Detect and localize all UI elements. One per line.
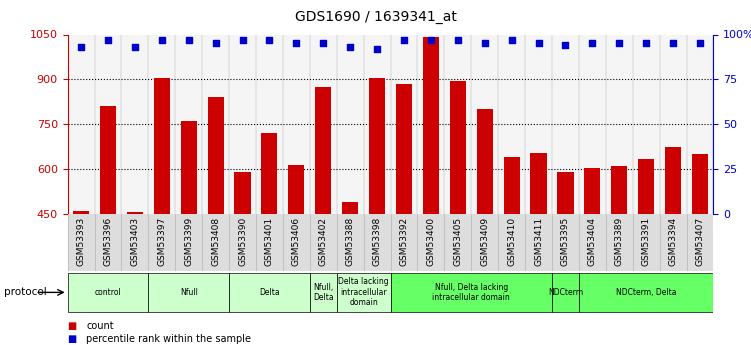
Bar <box>229 273 309 312</box>
Bar <box>552 273 579 312</box>
Text: Delta: Delta <box>259 288 279 297</box>
Point <box>237 37 249 43</box>
Bar <box>503 157 520 345</box>
Text: Nfull: Nfull <box>179 288 198 297</box>
Text: ■: ■ <box>68 321 77 331</box>
Bar <box>336 273 391 312</box>
Text: Nfull,
Delta: Nfull, Delta <box>313 283 333 302</box>
Text: GSM53392: GSM53392 <box>400 217 409 266</box>
Point <box>452 37 464 43</box>
Text: GSM53406: GSM53406 <box>292 217 301 266</box>
Text: GSM53398: GSM53398 <box>372 217 382 266</box>
Text: GSM53393: GSM53393 <box>77 217 86 266</box>
Bar <box>154 78 170 345</box>
Point <box>559 42 572 48</box>
Point <box>102 37 114 43</box>
Text: percentile rank within the sample: percentile rank within the sample <box>86 334 252 344</box>
Point <box>264 37 276 43</box>
Text: protocol: protocol <box>4 287 47 296</box>
Point <box>371 46 383 52</box>
Bar <box>68 273 149 312</box>
Text: GSM53405: GSM53405 <box>454 217 463 266</box>
Point <box>317 41 329 46</box>
Text: GSM53402: GSM53402 <box>318 217 327 266</box>
Bar <box>261 133 278 345</box>
Text: GSM53397: GSM53397 <box>157 217 166 266</box>
Text: NDCterm, Delta: NDCterm, Delta <box>616 288 677 297</box>
Point <box>614 41 626 46</box>
Bar <box>450 81 466 345</box>
Text: GSM53399: GSM53399 <box>184 217 193 266</box>
Point <box>291 41 303 46</box>
Text: GSM53390: GSM53390 <box>238 217 247 266</box>
Bar <box>127 213 143 345</box>
Text: Nfull, Delta lacking
intracellular domain: Nfull, Delta lacking intracellular domai… <box>433 283 510 302</box>
Bar <box>423 38 439 345</box>
Bar <box>477 109 493 345</box>
Bar <box>557 172 574 345</box>
Bar <box>665 147 681 345</box>
Point <box>667 41 679 46</box>
Text: count: count <box>86 321 114 331</box>
Text: GSM53389: GSM53389 <box>615 217 624 266</box>
Bar <box>309 273 336 312</box>
Bar <box>315 87 331 345</box>
Point <box>694 41 706 46</box>
Bar <box>149 273 229 312</box>
Text: control: control <box>95 288 122 297</box>
Bar <box>234 172 251 345</box>
Text: GSM53410: GSM53410 <box>507 217 516 266</box>
Point <box>210 41 222 46</box>
Point <box>155 37 167 43</box>
Text: GSM53408: GSM53408 <box>211 217 220 266</box>
Text: GDS1690 / 1639341_at: GDS1690 / 1639341_at <box>294 10 457 24</box>
Bar <box>530 152 547 345</box>
Text: GSM53403: GSM53403 <box>131 217 140 266</box>
Text: ■: ■ <box>68 334 77 344</box>
Text: GSM53400: GSM53400 <box>427 217 436 266</box>
Text: Delta lacking
intracellular
domain: Delta lacking intracellular domain <box>338 277 389 307</box>
Bar <box>638 159 654 345</box>
Bar <box>611 166 627 345</box>
Point <box>532 41 544 46</box>
Point <box>182 37 195 43</box>
Bar <box>369 78 385 345</box>
Text: GSM53401: GSM53401 <box>265 217 274 266</box>
Point <box>425 37 437 43</box>
Bar <box>73 211 89 345</box>
Text: NDCterm: NDCterm <box>548 288 583 297</box>
Bar <box>396 84 412 345</box>
Text: GSM53394: GSM53394 <box>668 217 677 266</box>
Text: GSM53404: GSM53404 <box>588 217 597 266</box>
Text: GSM53388: GSM53388 <box>345 217 354 266</box>
Point <box>75 44 87 50</box>
Text: GSM53396: GSM53396 <box>104 217 113 266</box>
Bar <box>692 154 708 345</box>
Text: GSM53407: GSM53407 <box>695 217 704 266</box>
Bar <box>342 202 358 345</box>
Bar <box>579 273 713 312</box>
Bar <box>584 168 601 345</box>
Point <box>478 41 490 46</box>
Text: GSM53411: GSM53411 <box>534 217 543 266</box>
Bar <box>391 273 552 312</box>
Text: GSM53391: GSM53391 <box>641 217 650 266</box>
Point <box>129 44 141 50</box>
Point <box>344 44 356 50</box>
Bar <box>100 106 116 345</box>
Point <box>505 37 517 43</box>
Point <box>398 37 410 43</box>
Bar <box>288 165 304 345</box>
Bar <box>207 97 224 345</box>
Text: GSM53409: GSM53409 <box>480 217 489 266</box>
Point <box>587 41 599 46</box>
Text: GSM53395: GSM53395 <box>561 217 570 266</box>
Bar <box>181 121 197 345</box>
Point <box>640 41 652 46</box>
